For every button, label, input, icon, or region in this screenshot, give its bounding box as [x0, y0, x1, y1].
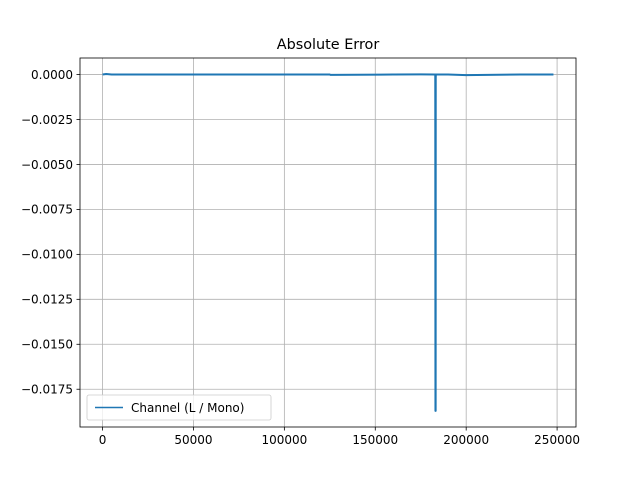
grid [80, 58, 576, 427]
y-tick-label: −0.0175 [21, 383, 73, 397]
y-axis: 0.0000 −0.0025 −0.0050 −0.0075 −0.0100 −0.012… [21, 68, 80, 397]
y-tick-label: −0.0150 [21, 338, 73, 352]
plot-area [102, 73, 554, 412]
legend-box [86, 394, 272, 421]
series-line [102, 73, 554, 412]
x-tick-label: 200000 [443, 433, 489, 447]
y-tick-label: −0.0100 [21, 248, 73, 262]
y-tick-label: −0.0075 [21, 203, 73, 217]
y-tick-label: 0.0000 [31, 68, 73, 82]
legend-entry-channel: Channel (L / Mono) [131, 401, 244, 415]
y-tick-label: −0.0025 [21, 113, 73, 127]
x-tick-label: 100000 [261, 433, 307, 447]
x-tick-label: 250000 [534, 433, 580, 447]
x-axis: 0 50000 100000 150000 200000 250000 [99, 427, 580, 447]
x-tick-label: 50000 [174, 433, 212, 447]
legend: Channel (L / Mono) [86, 394, 272, 421]
chart-title: Absolute Error [277, 37, 380, 53]
x-tick-label: 0 [99, 433, 107, 447]
y-tick-label: −0.0125 [21, 293, 73, 307]
y-tick-label: −0.0050 [21, 158, 73, 172]
x-tick-label: 150000 [352, 433, 398, 447]
axes-frame [79, 57, 577, 428]
